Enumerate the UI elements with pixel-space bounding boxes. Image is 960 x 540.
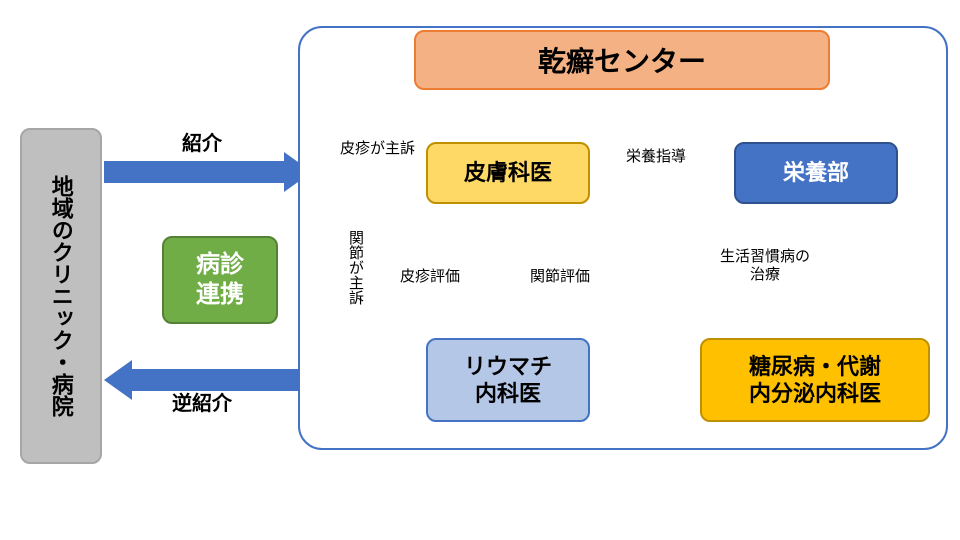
label-joint_main: 関節が主訴 [346, 230, 364, 305]
title-box: 乾癬センター [414, 30, 830, 90]
label-skin_main: 皮疹が主訴 [340, 140, 415, 158]
node-diabetes: 糖尿病・代謝 内分泌内科医 [700, 338, 930, 422]
label-lifestyle: 生活習慣病の 治療 [720, 248, 810, 284]
label-skin_eval: 皮疹評価 [400, 268, 460, 286]
node-rheum-label: リウマチ 内科医 [464, 353, 552, 408]
node-rheum: リウマチ 内科医 [426, 338, 590, 422]
node-nutrition: 栄養部 [734, 142, 898, 204]
node-clinic-label: 地域のクリニック・病院 [47, 175, 75, 417]
node-nutrition-label: 栄養部 [783, 159, 849, 187]
label-intro: 紹介 [182, 132, 222, 156]
node-derm-label: 皮膚科医 [464, 159, 552, 187]
node-coop-label: 病診 連携 [196, 250, 244, 310]
node-clinic: 地域のクリニック・病院 [20, 128, 102, 464]
label-reverse: 逆紹介 [172, 392, 232, 416]
diagram-canvas: 乾癬センター地域のクリニック・病院 病診 連携 皮膚科医 栄養部リウマチ 内科医 糖尿病… [0, 0, 960, 540]
label-nutri_guid: 栄養指導 [626, 148, 686, 166]
node-derm: 皮膚科医 [426, 142, 590, 204]
node-diabetes-label: 糖尿病・代謝 内分泌内科医 [749, 353, 881, 408]
label-joint_eval: 関節評価 [530, 268, 590, 286]
title-label: 乾癬センター [538, 40, 706, 80]
node-coop: 病診 連携 [162, 236, 278, 324]
